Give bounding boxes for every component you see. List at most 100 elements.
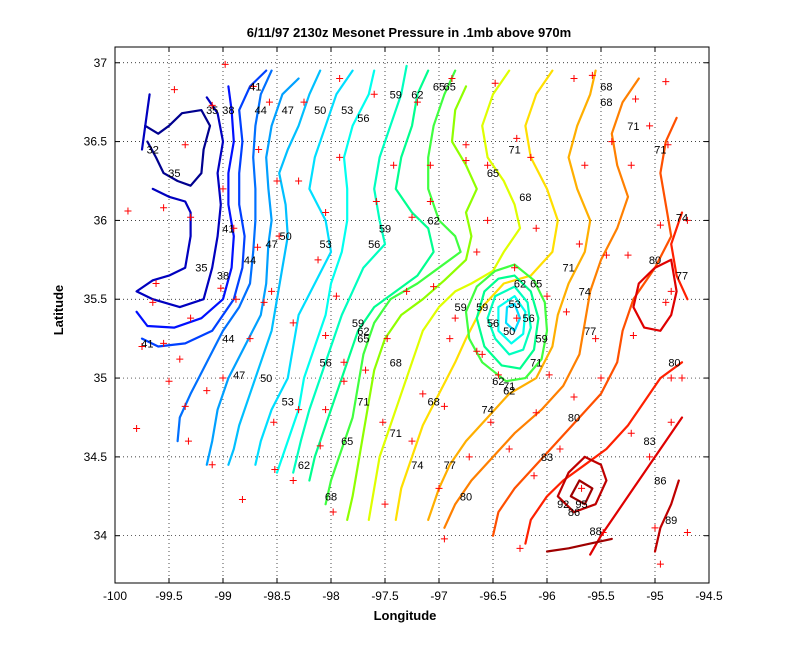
contour-label: 71 [530,357,542,369]
station-marker [208,461,216,469]
station-marker [295,177,303,185]
contour-label: 53 [282,397,294,409]
contour-label: 83 [643,436,655,448]
contour-label: 77 [584,326,596,338]
station-marker [451,314,459,322]
contour-label: 74 [481,405,493,417]
station-marker [629,331,637,339]
station-marker [570,75,578,83]
station-marker [340,377,348,385]
station-marker [362,366,370,374]
station-marker [249,82,257,90]
station-marker [532,224,540,232]
station-marker [588,71,596,79]
contour-label: 59 [535,334,547,346]
station-marker [340,358,348,366]
station-marker [624,251,632,259]
station-marker [545,371,553,379]
contour-label: 65 [444,81,456,93]
contour-line-80 [443,77,640,529]
contour-label: 41 [222,223,234,235]
station-marker [322,209,330,217]
contour-label: 47 [233,370,245,382]
contour-label: 86 [654,476,666,488]
contour-line-44 [176,69,273,443]
station-marker [370,90,378,98]
contour-label: 74 [411,460,423,472]
station-marker [413,98,421,106]
station-marker [462,157,470,165]
station-marker [270,418,278,426]
station-marker [494,371,502,379]
contour-label: 62 [411,89,423,101]
contour-label: 80 [649,255,661,267]
contour-label: 62 [357,326,369,338]
contour-label: 65 [530,278,542,290]
station-marker [651,524,659,532]
contour-line-86 [524,361,684,545]
x-tick-label: -95.5 [587,589,615,603]
station-marker [602,251,610,259]
contour-label: 47 [265,239,277,251]
contour-label: 41 [141,338,153,350]
contour-line-92 [556,455,608,514]
contour-label: 68 [600,97,612,109]
axes-frame [114,46,710,584]
station-marker [187,314,195,322]
station-marker [662,78,670,86]
station-marker [462,141,470,149]
station-marker [221,60,229,68]
y-axis-label: Latitude [51,285,66,336]
y-tick-label: 35.5 [84,292,108,306]
station-marker [152,279,160,287]
contour-label: 56 [368,239,380,251]
station-marker [165,377,173,385]
contour-line-62 [308,69,435,482]
station-marker [484,216,492,224]
station-marker [599,529,607,537]
station-marker [295,406,303,414]
station-marker [646,122,654,130]
contour-label: 44 [222,334,234,346]
contour-label: 68 [519,192,531,204]
x-tick-label: -97 [430,589,448,603]
contour-line-95 [545,537,613,553]
station-marker [667,374,675,382]
contour-line-41 [140,69,268,348]
station-marker [138,343,146,351]
station-marker [440,535,448,543]
contour-label: 80 [460,491,472,503]
station-marker [440,402,448,410]
contour-label: 74 [676,212,688,224]
contour-label: 32 [147,144,159,156]
station-marker [124,207,132,215]
contour-label: 65 [487,168,499,180]
y-tick-label: 36 [94,213,108,227]
station-marker [662,298,670,306]
y-tick-label: 35 [94,371,108,385]
station-marker [219,374,227,382]
x-tick-label: -98.5 [263,589,291,603]
contour-line-89 [589,416,684,556]
station-marker [478,350,486,358]
contour-line-59 [292,64,408,474]
contour-label: 89 [665,515,677,527]
station-marker [187,213,195,221]
station-marker [260,298,268,306]
station-marker [465,453,473,461]
contour-label: 92 [557,499,569,511]
station-marker [570,393,578,401]
contour-label: 95 [575,499,587,511]
station-marker [656,221,664,229]
contour-line-62 [475,274,540,370]
x-tick-label: -94.5 [695,589,723,603]
station-marker [181,402,189,410]
contour-label: 71 [508,144,520,156]
station-marker [562,308,570,316]
station-marker [217,284,225,292]
contour-line-74 [394,69,559,522]
station-marker [408,213,416,221]
contour-label: 71 [390,428,402,440]
contour-line-65 [324,69,462,506]
